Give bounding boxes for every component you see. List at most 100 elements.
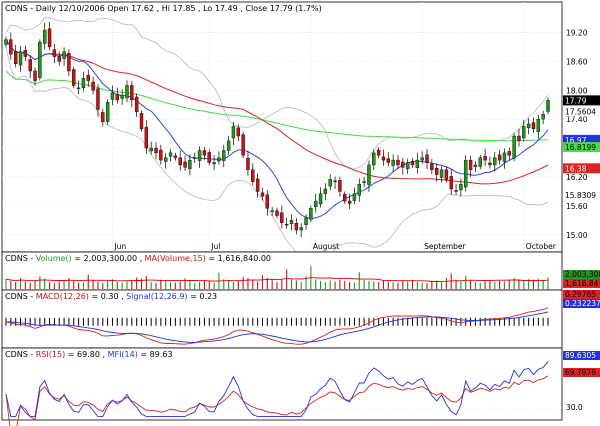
candle-body (483, 156, 487, 161)
price-badge: 16.38 (565, 164, 587, 173)
volume-ma-value: 1,616,840.00 (218, 254, 271, 263)
candle-body (328, 179, 332, 187)
candle-body (202, 150, 207, 156)
header-symbol: CDNS (5, 4, 28, 13)
candle-body (478, 157, 482, 167)
rsi-y-tick-30: 30.0 (566, 403, 583, 412)
candle-body (241, 134, 245, 156)
candle-body (439, 169, 444, 178)
candle-body (159, 149, 163, 161)
candle-body (526, 123, 531, 129)
candle-body (357, 183, 361, 196)
volume-header: CDNS - Volume() = 2,003,300.00 , MA(Volu… (5, 254, 271, 263)
candle-body (212, 162, 216, 165)
volume-badge-1: 2,003,300 (565, 270, 600, 279)
candle-body (260, 192, 265, 197)
price-candles (4, 22, 550, 238)
candle-body (502, 152, 507, 162)
candle-body (130, 85, 134, 101)
rsi-mfi-lines (2, 361, 562, 426)
candle-body (52, 49, 57, 57)
candle-body (410, 160, 415, 166)
header-close-label: Close (245, 4, 267, 13)
candle-body (352, 193, 357, 201)
candle-body (154, 147, 158, 154)
candle-body (531, 122, 536, 129)
ma-mid-line (5, 39, 549, 185)
candle-body (28, 59, 32, 72)
candle-body (18, 51, 23, 66)
candle-body (522, 126, 526, 139)
candle-body (173, 155, 178, 158)
macd-signal-value: 0.23 (199, 292, 217, 301)
candle-body (425, 154, 429, 163)
price-y-tick: 18.60 (566, 57, 588, 66)
candle-body (217, 157, 221, 162)
header-change: (1.7%) (295, 4, 322, 13)
macd-signal-line (5, 311, 549, 343)
candle-body (294, 223, 299, 231)
candle-body (144, 127, 149, 149)
candle-body (473, 164, 478, 168)
volume-badge-2: 1,616,84 (565, 279, 599, 288)
candle-body (226, 140, 231, 151)
rsi-value: 69.80 (77, 350, 100, 359)
candle-body (86, 75, 90, 81)
candle-body (105, 102, 110, 122)
candle-body (101, 112, 105, 122)
candle-body (207, 152, 211, 163)
candle-body (197, 150, 202, 161)
volume-value: 2,003,300.00 (84, 254, 137, 263)
candle-body (343, 194, 347, 202)
price-y-tick: 16.20 (566, 173, 588, 182)
candle-body (333, 180, 337, 183)
candle-body (183, 161, 187, 168)
price-badge-bg (563, 189, 600, 200)
price-x-label: Jun (113, 242, 126, 251)
candle-body (91, 81, 95, 91)
mfi-label: MFI(14) (108, 350, 138, 359)
header-open: 17.62 (131, 4, 154, 13)
header-low: 17.49 (215, 4, 238, 13)
header-high: 17.85 (173, 4, 196, 13)
candle-body (449, 176, 453, 190)
candle-body (507, 151, 511, 156)
candle-body (338, 180, 342, 192)
candle-body (251, 169, 255, 182)
candle-body (255, 178, 260, 192)
candle-body (362, 181, 366, 183)
macd-badge-1: 0.29785 (565, 290, 596, 299)
candle-body (536, 118, 541, 132)
rsi-header: CDNS - RSI(15) = 69.80 , MFI(14) = 89.63 (5, 350, 173, 359)
candle-body (367, 164, 371, 185)
candle-body (401, 161, 405, 168)
price-x-label: Jul (210, 242, 220, 251)
candle-body (381, 156, 386, 161)
candle-body (420, 157, 424, 161)
header-text: CDNS - Daily 12/10/2006 Open 17.62 , Hi … (5, 4, 322, 13)
header-close: 17.79 (270, 4, 293, 13)
candle-body (493, 157, 497, 166)
candle-body (270, 210, 274, 212)
candle-body (488, 162, 492, 166)
candle-body (444, 169, 449, 180)
candle-body (517, 135, 521, 142)
price-badge-bg (563, 142, 600, 153)
volume-label: Volume() (36, 254, 72, 263)
price-badge-bg (563, 134, 600, 145)
volume-moving-average (5, 277, 549, 283)
candle-body (72, 69, 76, 86)
mfi-line (5, 361, 549, 417)
rsi-label: RSI(15) (36, 350, 65, 359)
macd-value: 0.30 (101, 292, 119, 301)
price-y-tick: 15.00 (566, 231, 588, 240)
rsi-symbol: CDNS (5, 350, 28, 359)
rsi-badge-1-bg (563, 351, 600, 360)
macd-symbol: CDNS (5, 292, 28, 301)
candle-body (178, 157, 182, 166)
candle-body (67, 52, 71, 72)
price-x-label: October (526, 242, 557, 251)
candle-body (347, 200, 352, 204)
price-badge-bg (563, 95, 600, 106)
candle-body (459, 183, 463, 191)
